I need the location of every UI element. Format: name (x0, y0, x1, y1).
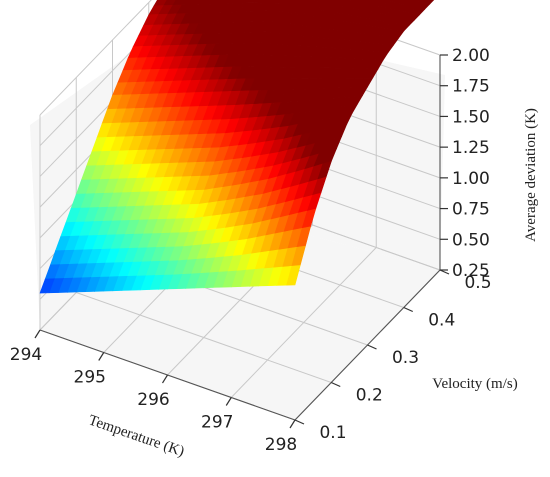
z-tick-label: 2.00 (452, 46, 490, 66)
floor-gridline-y (76, 292, 332, 383)
x-tick-label: 297 (201, 413, 233, 433)
x-tick-label: 296 (137, 390, 169, 410)
y-tick-label: 0.3 (392, 348, 419, 368)
tick-labels: 294 295 296 297 298 0.1 0.2 0.3 0.4 0.50.25 0.50 0.… (10, 46, 492, 455)
x-tick-mark (34, 329, 41, 339)
y-tick-mark (367, 344, 377, 350)
z-tick-label: 0.50 (452, 230, 490, 250)
z-tick-label: 1.50 (452, 107, 490, 127)
x-tick-mark (289, 419, 296, 429)
y-tick-mark (403, 306, 413, 313)
y-tick-mark (294, 419, 305, 425)
z-tick-label: 1.25 (452, 138, 490, 158)
x-tick-mark (225, 397, 232, 406)
z-tick-label: 0.75 (452, 200, 490, 220)
z-tick-label: 1.00 (452, 169, 490, 189)
z-tick-label: 0.25 (452, 261, 490, 281)
x-tick-label: 295 (74, 368, 106, 388)
z-tick-label: 1.75 (452, 77, 490, 97)
x-tick-label: 294 (10, 345, 42, 365)
surface-patch (39, 278, 55, 294)
x-tick-label: 298 (265, 435, 297, 455)
x-tick-mark (161, 374, 169, 384)
axes (34, 54, 450, 429)
y-axis-label: Velocity (m/s) (432, 376, 517, 392)
y-tick-label: 0.1 (319, 423, 346, 443)
z-axis-label: Average deviation (K) (523, 108, 539, 242)
y-tick-label: 0.4 (428, 311, 455, 331)
y-tick-label: 0.5 (464, 273, 491, 293)
x-tick-mark (98, 352, 105, 361)
x-axis-label: Temperature (K) (86, 412, 186, 460)
y-tick-mark (439, 269, 450, 275)
y-tick-label: 0.2 (356, 386, 383, 406)
wall-gridline-z (39, 0, 152, 116)
surface (39, 0, 435, 294)
y-tick-mark (331, 381, 341, 388)
